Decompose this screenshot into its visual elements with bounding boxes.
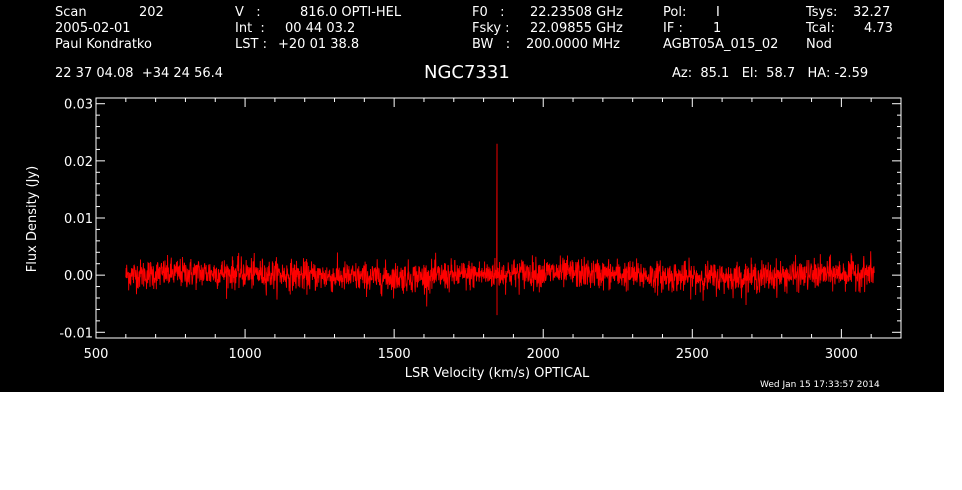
render-timestamp: Wed Jan 15 17:33:57 2014 [760,380,880,390]
tsys-value: 32.27 [853,5,891,20]
integration-label: Int : [235,21,265,36]
y-tick-label: 0.01 [64,212,93,227]
plot-frame [95,97,902,339]
spectrum-line [125,143,875,316]
y-tick-label: 0.03 [64,98,93,113]
spectrum-panel: Scan 202 2005-02-01 Paul Kondratko V : 8… [0,0,944,392]
velocity-value: 816.0 OPTI-HEL [300,5,402,20]
polarization-value: I [716,5,720,20]
scan-value: 202 [139,5,164,20]
source-coordinates: 22 37 04.08 +34 24 56.4 [55,66,224,81]
if-label: IF : [663,21,683,36]
x-tick-label: 1500 [378,347,411,362]
y-axis-label: Flux Density (Jy) [25,166,40,272]
spectrum-plot: 500 1000 1500 2000 2500 3000 0.03 0.02 0.01 0.00… [25,97,902,381]
integration-value: 00 44 03.2 [285,21,356,36]
y-tick-label: 0.00 [64,269,93,284]
fsky-label: Fsky : [472,21,510,36]
series-layer [125,143,875,316]
observing-mode: Nod [806,37,832,52]
f0-label: F0 : [472,5,505,20]
x-tick-label: 3000 [825,347,858,362]
fsky-value: 22.09855 GHz [530,21,623,36]
x-tick-label: 2500 [676,347,709,362]
velocity-label: V : [235,5,261,20]
x-tick-label: 2000 [527,347,560,362]
bandwidth-label: BW : [472,37,511,52]
lst-value: +20 01 38.8 [278,37,360,52]
y-axis: 0.03 0.02 0.01 0.00 -0.01 [59,98,901,341]
observer-name: Paul Kondratko [55,37,152,52]
project-id: AGBT05A_015_02 [663,37,779,52]
x-axis-label: LSR Velocity (km/s) OPTICAL [405,366,590,381]
tcal-label: Tcal: [806,21,835,36]
az-el-ha: Az: 85.1 El: 58.7 HA: -2.59 [672,66,869,81]
x-tick-label: 1000 [229,347,262,362]
tsys-label: Tsys: [806,5,838,20]
f0-value: 22.23508 GHz [530,5,623,20]
bandwidth-value: 200.0000 MHz [526,37,620,52]
x-axis: 500 1000 1500 2000 2500 3000 [84,98,902,362]
x-tick-label: 500 [84,347,109,362]
lst-label: LST : [235,37,267,52]
source-name: NGC7331 [424,62,510,83]
observation-date: 2005-02-01 [55,21,131,36]
plot-border [95,97,902,339]
tcal-value: 4.73 [864,21,893,36]
if-value: 1 [713,21,722,36]
y-tick-label: -0.01 [59,326,93,341]
polarization-label: Pol: [663,5,687,20]
scan-label: Scan [55,5,87,20]
y-tick-label: 0.02 [64,155,93,170]
